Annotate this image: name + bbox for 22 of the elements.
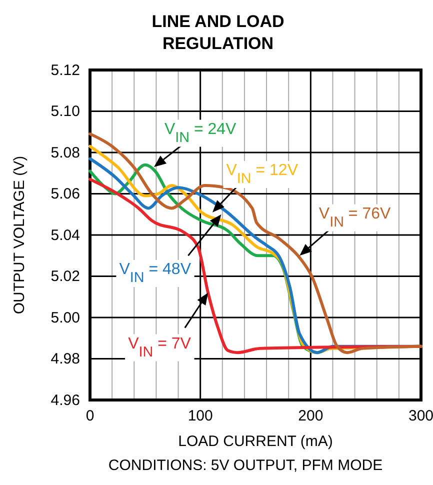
y-tick-label: 5.06 xyxy=(50,186,80,203)
series-label: V$_{IN}$ = 24V xyxy=(164,120,237,146)
y-tick-label: 4.98 xyxy=(50,350,80,368)
y-tick-label: 4.96 xyxy=(50,392,80,409)
chart-title: LINE AND LOAD REGULATION xyxy=(152,12,284,53)
y-tick-label: 5.12 xyxy=(50,62,80,79)
x-tick-label: 200 xyxy=(298,408,324,425)
y-tick-label: 5.10 xyxy=(50,103,80,120)
y-tick-label: 5.00 xyxy=(50,309,80,326)
x-tick-label: 300 xyxy=(408,408,433,425)
text: V$_{IN}$ = 76V xyxy=(318,205,392,230)
y-axis-title: OUTPUT VOLTAGE (V) xyxy=(11,156,28,314)
x-axis-title: LOAD CURRENT (mA) xyxy=(178,433,333,450)
y-tick-label: 5.04 xyxy=(50,226,80,244)
y-tick-label: 5.02 xyxy=(50,268,80,286)
text: CONDITIONS: 5V OUTPUT, PFM MODE xyxy=(108,457,383,474)
y-tick-label: 5.08 xyxy=(50,144,80,162)
x-tick-label: 0 xyxy=(86,408,94,425)
x-tick-label: 100 xyxy=(188,408,213,425)
text: V$_{IN}$ = 48V xyxy=(119,261,192,286)
text: V$_{IN}$ = 12V xyxy=(226,162,298,187)
series-label: V$_{IN}$ = 7V xyxy=(128,335,192,360)
